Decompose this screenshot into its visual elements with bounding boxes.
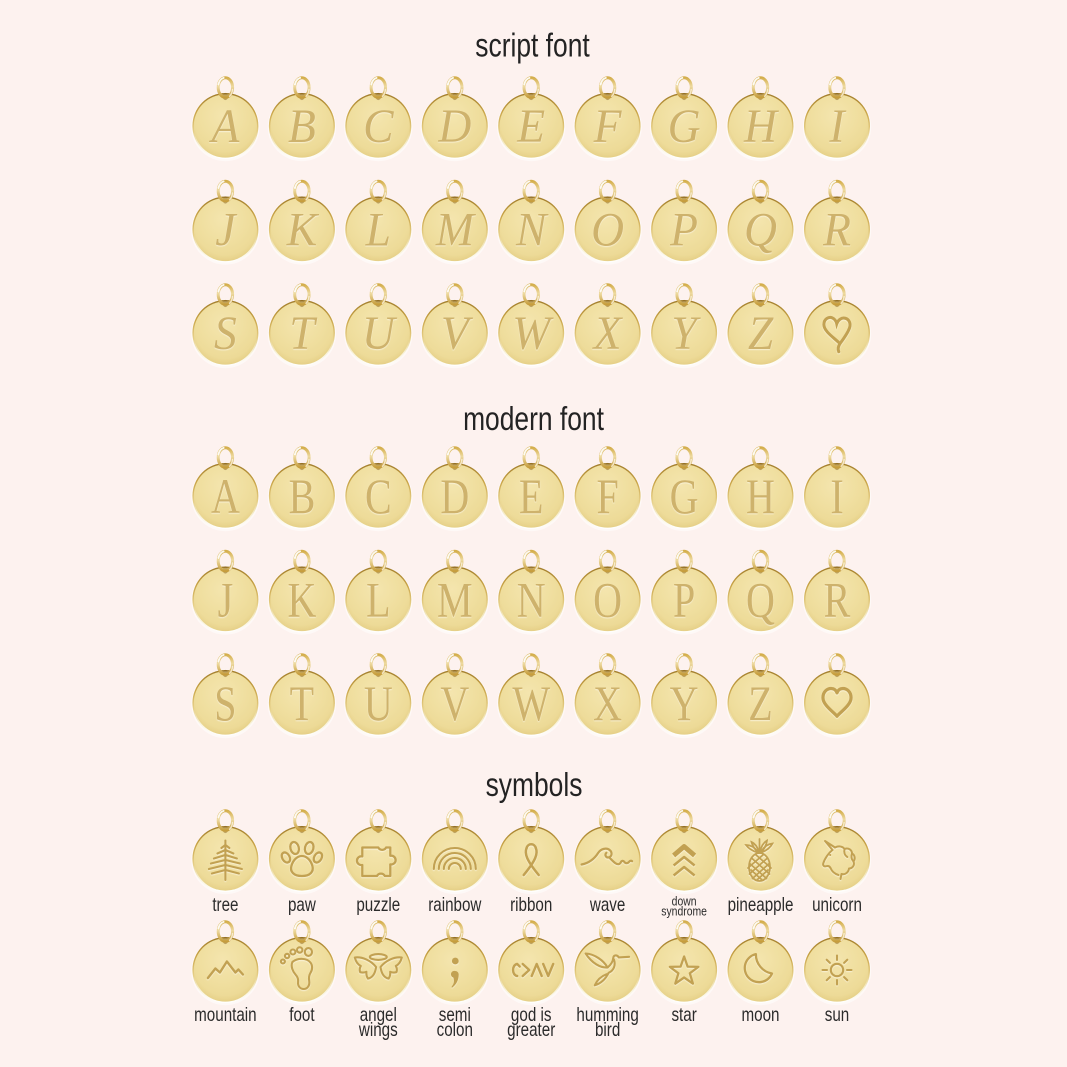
svg-text:symbols: symbols	[486, 767, 583, 803]
svg-text:H: H	[746, 469, 775, 524]
svg-text:E: E	[516, 100, 545, 153]
svg-text:J: J	[215, 203, 237, 256]
svg-text:S: S	[214, 307, 237, 360]
svg-text:L: L	[366, 572, 390, 627]
svg-text:rainbow: rainbow	[428, 893, 482, 915]
svg-text:R: R	[822, 203, 851, 256]
svg-text:paw: paw	[288, 893, 316, 915]
svg-text:wave: wave	[589, 893, 625, 915]
svg-text:Y: Y	[671, 307, 701, 360]
svg-text:Y: Y	[670, 676, 699, 731]
svg-text:colon: colon	[437, 1018, 473, 1040]
svg-text:god is: god is	[511, 1003, 552, 1025]
svg-text:greater: greater	[507, 1018, 555, 1040]
svg-text:modern font: modern font	[463, 401, 604, 437]
svg-text:moon: moon	[742, 1003, 780, 1025]
svg-text:script font: script font	[475, 28, 590, 64]
svg-text:tree: tree	[212, 893, 238, 915]
svg-text:A: A	[211, 469, 240, 524]
svg-text:N: N	[515, 203, 549, 256]
svg-text:down: down	[672, 894, 697, 908]
svg-text:puzzle: puzzle	[356, 893, 400, 915]
svg-text:bird: bird	[595, 1018, 620, 1040]
svg-text:star: star	[671, 1003, 697, 1025]
svg-text:L: L	[365, 203, 391, 256]
svg-text:C: C	[363, 100, 394, 153]
svg-text:H: H	[743, 100, 779, 153]
svg-text:B: B	[288, 100, 316, 153]
svg-text:C: C	[365, 469, 392, 524]
svg-text:P: P	[673, 572, 695, 627]
svg-text:Q: Q	[744, 203, 777, 256]
svg-text:humming: humming	[576, 1003, 638, 1025]
svg-text:D: D	[440, 469, 469, 524]
svg-text:N: N	[517, 572, 546, 627]
svg-text:V: V	[440, 676, 469, 731]
svg-text:O: O	[593, 572, 622, 627]
svg-text:U: U	[364, 676, 393, 731]
svg-text:F: F	[593, 100, 622, 153]
svg-text:X: X	[592, 307, 624, 360]
svg-text:W: W	[512, 307, 554, 360]
svg-text:M: M	[435, 203, 477, 256]
svg-text:U: U	[362, 307, 398, 360]
svg-text:semi: semi	[439, 1003, 471, 1025]
svg-text:I: I	[830, 469, 843, 524]
svg-text:O: O	[591, 203, 624, 256]
svg-text:Q: Q	[746, 572, 775, 627]
svg-text:Z: Z	[748, 676, 772, 731]
svg-text:J: J	[218, 572, 234, 627]
svg-text:syndrome: syndrome	[661, 904, 707, 918]
svg-text:unicorn: unicorn	[812, 893, 862, 915]
svg-text:angel: angel	[360, 1003, 397, 1025]
svg-text:D: D	[437, 100, 471, 153]
svg-text:E: E	[519, 469, 543, 524]
svg-text:I: I	[828, 100, 847, 153]
svg-text:sun: sun	[825, 1003, 849, 1025]
svg-text:A: A	[209, 100, 240, 153]
svg-text:X: X	[593, 676, 622, 731]
svg-text:foot: foot	[289, 1003, 315, 1025]
svg-text:mountain: mountain	[194, 1003, 256, 1025]
svg-text:W: W	[512, 676, 550, 731]
svg-text:F: F	[596, 469, 618, 524]
svg-text:V: V	[441, 307, 474, 360]
svg-text:K: K	[286, 203, 320, 256]
svg-text:Z: Z	[748, 307, 774, 360]
svg-text:T: T	[289, 307, 317, 360]
svg-text:M: M	[437, 572, 473, 627]
svg-text:T: T	[290, 676, 314, 731]
svg-text:G: G	[670, 469, 699, 524]
svg-text:ribbon: ribbon	[510, 893, 552, 915]
svg-text:pineapple: pineapple	[728, 893, 794, 915]
svg-text:G: G	[668, 100, 701, 153]
svg-text:K: K	[287, 572, 316, 627]
svg-text:wings: wings	[358, 1018, 398, 1040]
svg-text:R: R	[824, 572, 851, 627]
svg-text:P: P	[669, 203, 698, 256]
svg-text:B: B	[289, 469, 316, 524]
svg-text:S: S	[214, 676, 236, 731]
